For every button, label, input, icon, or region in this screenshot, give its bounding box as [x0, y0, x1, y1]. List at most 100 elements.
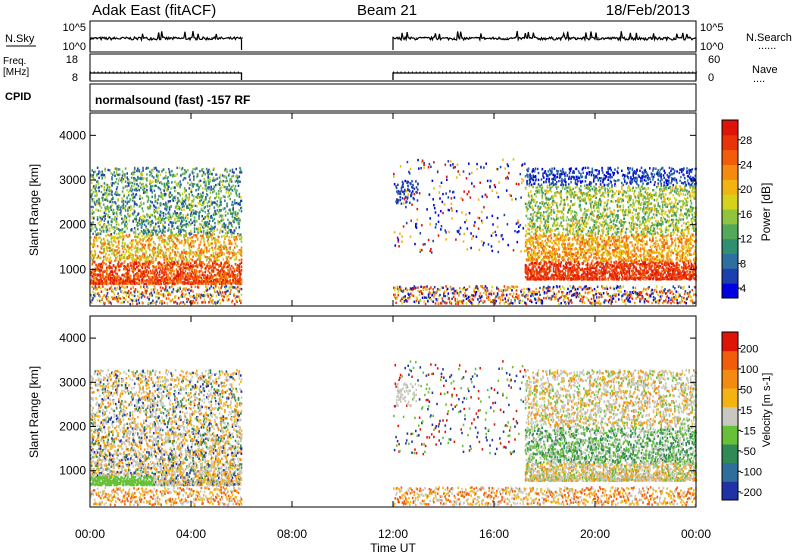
range-cell [151, 294, 153, 296]
range-cell [132, 265, 134, 267]
range-cell [119, 269, 121, 271]
range-cell [156, 274, 158, 276]
range-cell [164, 246, 166, 248]
range-cell [147, 258, 149, 260]
range-cell [123, 286, 125, 288]
range-cell [153, 176, 155, 178]
range-cell [92, 206, 94, 208]
range-cell [112, 248, 114, 250]
range-cell [137, 247, 139, 249]
range-cell [97, 218, 99, 220]
range-cell [129, 200, 131, 202]
range-cell [97, 180, 99, 182]
range-cell [92, 246, 94, 248]
range-cell [123, 178, 125, 180]
date-title: 18/Feb/2013 [606, 2, 690, 19]
range-cell [106, 259, 108, 261]
range-cell [142, 275, 144, 277]
range-cell [97, 245, 99, 247]
range-cell [162, 267, 164, 269]
range-cell [146, 290, 148, 292]
range-cell [159, 275, 161, 277]
nave-top-tick: 60 [708, 54, 720, 66]
range-cell [117, 273, 119, 275]
range-cell [160, 286, 162, 288]
range-cell [123, 292, 125, 294]
range-cell [116, 237, 118, 239]
range-cell [107, 296, 109, 298]
range-cell [136, 204, 138, 206]
range-cell [117, 237, 119, 239]
range-cell [120, 210, 122, 212]
range-cell [114, 293, 116, 295]
range-cell [141, 230, 143, 232]
range-cell [123, 238, 125, 240]
range-cell [132, 254, 134, 256]
range-cell [135, 231, 137, 233]
range-cell [154, 194, 156, 196]
range-cell [97, 299, 99, 301]
range-cell [156, 300, 158, 302]
range-cell [127, 263, 129, 265]
range-cell [161, 170, 163, 172]
range-cell [108, 254, 110, 256]
range-cell [146, 219, 148, 221]
range-cell [114, 236, 116, 238]
range-cell [92, 297, 94, 299]
cpid-label: CPID [5, 91, 31, 103]
range-cell [144, 189, 146, 191]
range-cell [145, 216, 147, 218]
range-cell [132, 220, 134, 222]
range-cell [111, 226, 113, 228]
range-cell [139, 281, 141, 283]
range-cell [118, 243, 120, 245]
range-cell [155, 276, 157, 278]
range-cell [104, 262, 106, 264]
range-cell [164, 183, 166, 185]
range-cell [104, 270, 106, 272]
range-cell [101, 177, 103, 179]
range-cell [141, 225, 143, 227]
range-cell [134, 295, 136, 297]
range-cell [158, 231, 160, 233]
range-cell [148, 302, 150, 304]
range-cell [125, 181, 127, 183]
range-cell [104, 174, 106, 176]
range-cell [116, 218, 118, 220]
range-cell [111, 286, 113, 288]
range-cell [145, 292, 147, 294]
range-cell [157, 255, 159, 257]
range-cell [111, 172, 113, 174]
range-cell [127, 210, 129, 212]
range-cell [132, 256, 134, 258]
range-cell [112, 197, 114, 199]
range-cell [95, 204, 97, 206]
range-cell [116, 212, 118, 214]
range-cell [97, 216, 99, 218]
range-cell [107, 194, 109, 196]
range-cell [95, 170, 97, 172]
freq-line [90, 73, 242, 80]
range-cell [116, 188, 118, 190]
range-cell [138, 185, 140, 187]
range-cell [96, 174, 98, 176]
range-cell [160, 217, 162, 219]
range-cell [126, 197, 128, 199]
range-cell [98, 232, 100, 234]
freq-trace [90, 72, 697, 80]
range-cell [155, 206, 157, 208]
range-cell [123, 297, 125, 299]
range-cell [155, 167, 157, 169]
range-cell [108, 241, 110, 243]
range-cell [160, 188, 162, 190]
range-cell [156, 230, 158, 232]
range-cell [118, 208, 120, 210]
range-cell [111, 178, 113, 180]
range-cell [166, 248, 168, 250]
range-cell [123, 251, 125, 253]
range-cell [98, 182, 100, 184]
range-cell [126, 227, 128, 229]
range-cell [122, 274, 124, 276]
range-cell [125, 209, 127, 211]
range-cell [133, 177, 135, 179]
